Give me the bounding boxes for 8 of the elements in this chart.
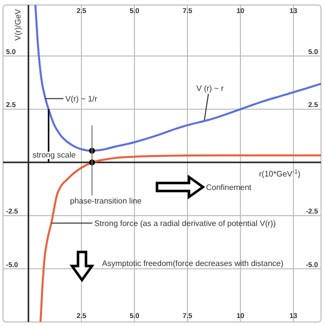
annotation: phase-transition line	[70, 196, 142, 206]
annotation: Asymptotic freedom(force decreases with distance)	[102, 259, 284, 268]
annotation: Strong force (as a radial derivative of potential V(r))	[94, 219, 276, 228]
annotation: V(r) ~ 1/r	[65, 94, 98, 104]
annotation: Confinement	[206, 183, 252, 192]
y-axis-title: V(r)/GeV	[13, 8, 22, 41]
annotation: V (r) ~ r	[196, 84, 224, 93]
x-axis-title: r(10*GeV$^{-1}$)	[259, 168, 301, 178]
